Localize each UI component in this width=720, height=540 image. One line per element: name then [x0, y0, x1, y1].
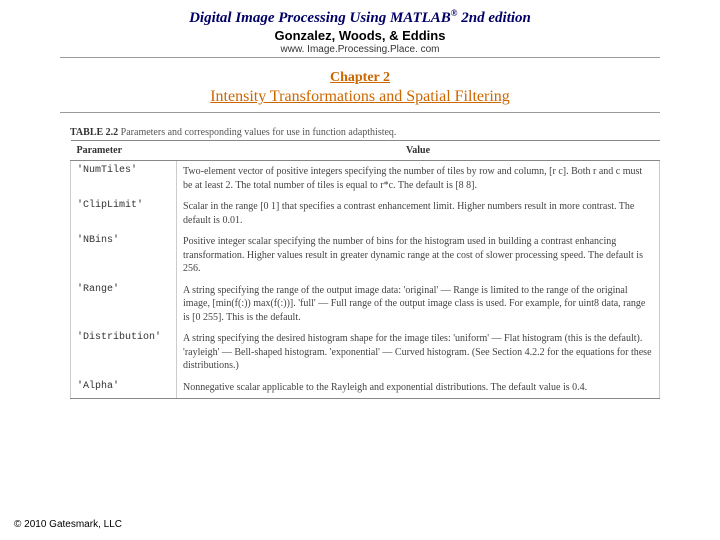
table-row: 'Range' A string specifying the range of… [71, 280, 660, 329]
authors: Gonzalez, Woods, & Eddins [60, 28, 660, 43]
param-name: 'NumTiles' [71, 161, 177, 197]
table-row: 'NBins' Positive integer scalar specifyi… [71, 231, 660, 280]
chapter-heading: Chapter 2 Intensity Transformations and … [60, 70, 660, 113]
chapter-number: Chapter 2 [60, 70, 660, 86]
page-header: Digital Image Processing Using MATLAB® 2… [60, 0, 660, 58]
col-header-parameter: Parameter [71, 141, 177, 161]
registered-mark: ® [451, 8, 458, 18]
param-name: 'Range' [71, 280, 177, 329]
table-caption-text: Parameters and corresponding values for … [118, 127, 396, 138]
title-suffix: 2nd edition [458, 10, 531, 26]
table-row: 'NumTiles' Two-element vector of positiv… [71, 161, 660, 197]
table-caption: TABLE 2.2 Parameters and corresponding v… [70, 127, 660, 138]
param-value: A string specifying the desired histogra… [177, 328, 660, 377]
param-value: Scalar in the range [0 1] that specifies… [177, 196, 660, 231]
param-name: 'ClipLimit' [71, 196, 177, 231]
param-name: 'Distribution' [71, 328, 177, 377]
param-value: A string specifying the range of the out… [177, 280, 660, 329]
site-url: www. Image.Processing.Place. com [60, 44, 660, 55]
param-value: Two-element vector of positive integers … [177, 161, 660, 197]
parameter-table: Parameter Value 'NumTiles' Two-element v… [70, 140, 660, 399]
param-value: Positive integer scalar specifying the n… [177, 231, 660, 280]
parameter-table-body: 'NumTiles' Two-element vector of positiv… [71, 161, 660, 399]
title-prefix: Digital Image Processing Using MATLAB [189, 10, 451, 26]
copyright-footer: © 2010 Gatesmark, LLC [14, 519, 122, 530]
table-row: 'Alpha' Nonnegative scalar applicable to… [71, 377, 660, 399]
chapter-title: Intensity Transformations and Spatial Fi… [60, 88, 660, 106]
param-name: 'NBins' [71, 231, 177, 280]
table-row: 'ClipLimit' Scalar in the range [0 1] th… [71, 196, 660, 231]
param-value: Nonnegative scalar applicable to the Ray… [177, 377, 660, 399]
book-title: Digital Image Processing Using MATLAB® 2… [60, 8, 660, 27]
param-name: 'Alpha' [71, 377, 177, 399]
col-header-value: Value [177, 141, 660, 161]
table-row: 'Distribution' A string specifying the d… [71, 328, 660, 377]
parameter-table-wrap: TABLE 2.2 Parameters and corresponding v… [70, 127, 660, 399]
table-caption-label: TABLE 2.2 [70, 127, 118, 138]
